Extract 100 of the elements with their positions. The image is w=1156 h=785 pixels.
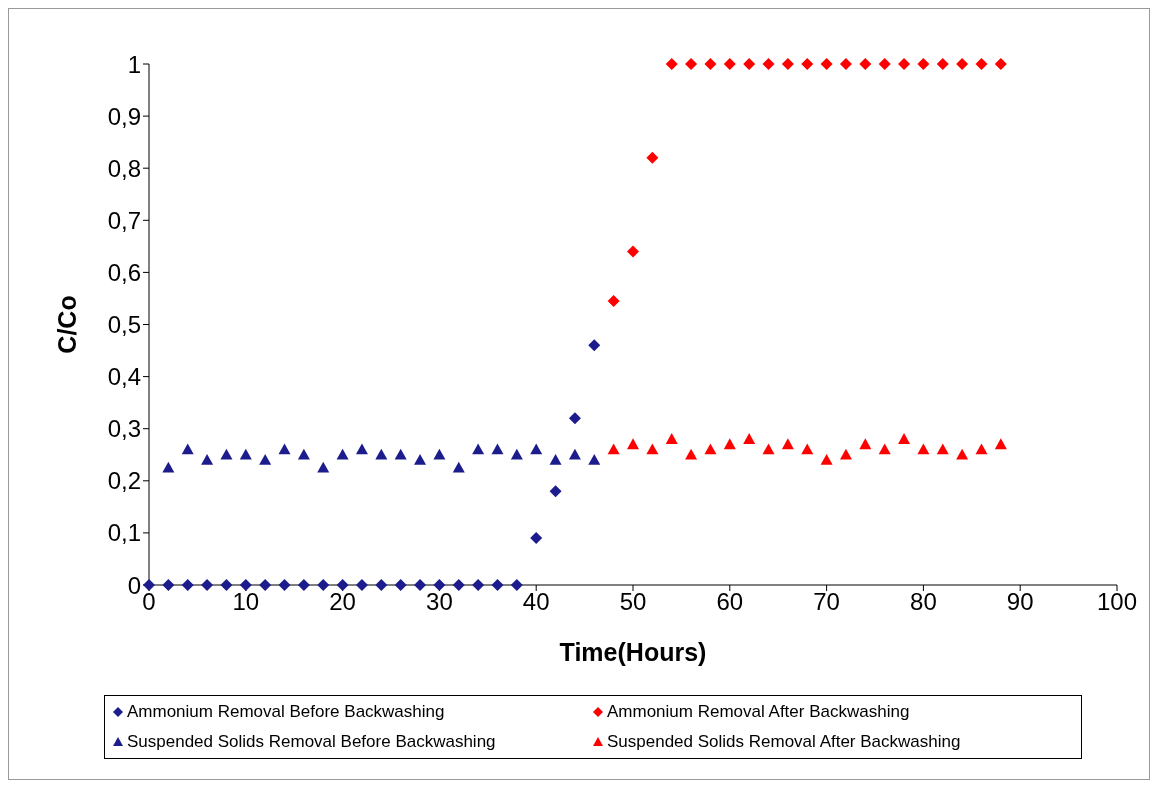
point <box>743 433 756 444</box>
point <box>704 58 717 70</box>
point <box>491 443 504 455</box>
point <box>878 58 891 70</box>
point <box>936 443 949 455</box>
y-tick-label: 0,1 <box>107 519 141 547</box>
point <box>994 58 1007 70</box>
point <box>181 579 194 591</box>
x-axis-title: Time(Hours) <box>559 637 707 666</box>
point <box>839 58 852 70</box>
point <box>917 443 930 455</box>
point <box>355 443 368 455</box>
point <box>355 579 368 591</box>
point <box>898 433 911 444</box>
point <box>839 448 852 460</box>
point <box>259 453 272 465</box>
point <box>956 448 969 460</box>
point <box>394 579 407 591</box>
point <box>588 339 601 352</box>
legend-label: Suspended Solids Removal After Backwashing <box>607 732 961 752</box>
point <box>781 438 794 450</box>
point <box>820 453 833 465</box>
y-tick-label: 0 <box>127 571 141 599</box>
point <box>201 453 214 465</box>
point <box>588 453 601 465</box>
point <box>917 58 930 70</box>
point <box>452 461 465 473</box>
y-tick-label: 0,9 <box>107 102 141 130</box>
point <box>762 443 775 455</box>
point <box>549 485 562 498</box>
point <box>297 579 310 591</box>
x-tick-label: 70 <box>813 588 840 616</box>
y-tick-label: 0,3 <box>107 415 141 443</box>
point <box>472 579 485 591</box>
point <box>820 58 833 70</box>
legend-label: Ammonium Removal After Backwashing <box>607 702 910 722</box>
y-axis-title: C/Co <box>52 295 81 354</box>
x-tick-label: 80 <box>910 588 937 616</box>
point <box>781 58 794 70</box>
point <box>936 58 949 70</box>
point <box>743 58 756 70</box>
point <box>181 443 194 455</box>
point <box>162 579 175 591</box>
point <box>898 58 911 70</box>
point <box>162 461 175 473</box>
y-tick-label: 0,5 <box>107 311 141 339</box>
y-tick-label: 0,7 <box>107 206 141 234</box>
point <box>220 579 233 591</box>
point <box>568 412 581 425</box>
point <box>433 448 446 460</box>
y-tick-label: 0,6 <box>107 258 141 286</box>
point <box>956 58 969 70</box>
point <box>878 443 891 455</box>
point <box>336 579 349 591</box>
point <box>801 58 814 70</box>
point <box>394 448 407 460</box>
point <box>414 453 427 465</box>
x-tick-label: 100 <box>1096 588 1138 616</box>
legend-label: Suspended Solids Removal Before Backwashing <box>127 732 496 752</box>
point <box>723 58 736 70</box>
x-tick-label: 30 <box>426 588 453 616</box>
point <box>646 151 659 164</box>
point <box>607 443 620 455</box>
point <box>278 443 291 455</box>
point <box>975 58 988 70</box>
point <box>859 438 872 450</box>
point <box>627 245 639 258</box>
point <box>685 448 698 460</box>
point <box>801 443 814 455</box>
point <box>568 448 581 460</box>
point <box>375 579 388 591</box>
point <box>297 448 310 460</box>
point <box>317 579 330 591</box>
x-tick-label: 10 <box>232 588 260 616</box>
x-tick-label: 60 <box>716 588 744 616</box>
point <box>627 438 639 450</box>
point <box>239 448 252 460</box>
x-tick-label: 20 <box>329 588 356 616</box>
x-tick-label: 90 <box>1006 588 1034 616</box>
point <box>859 58 872 70</box>
point <box>665 58 678 70</box>
y-tick-label: 0,8 <box>107 154 141 182</box>
y-tick-label: 0,4 <box>107 363 141 391</box>
point <box>704 443 717 455</box>
point <box>665 433 678 444</box>
point <box>530 443 543 455</box>
point <box>317 461 330 473</box>
point <box>278 579 291 591</box>
point <box>723 438 736 450</box>
legend-label: Ammonium Removal Before Backwashing <box>127 702 445 722</box>
point <box>510 448 523 460</box>
point <box>239 579 252 591</box>
point <box>472 443 485 455</box>
point <box>549 453 562 465</box>
point <box>975 443 988 455</box>
point <box>375 448 388 460</box>
point <box>433 579 446 591</box>
x-tick-label: 50 <box>619 588 647 616</box>
point <box>685 58 698 70</box>
y-tick-label: 0,2 <box>107 467 141 495</box>
